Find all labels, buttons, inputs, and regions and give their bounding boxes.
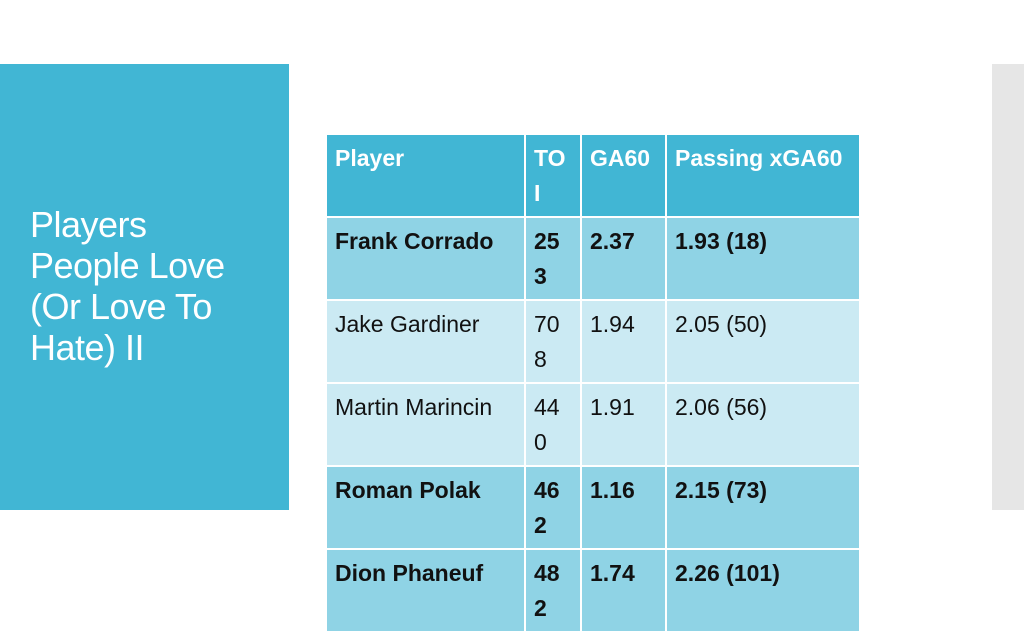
title-line: Hate) II <box>30 327 145 368</box>
table-row: Roman Polak 462 1.16 2.15 (73) <box>325 465 861 550</box>
table-row: Martin Marincin 440 1.91 2.06 (56) <box>325 382 861 467</box>
title-line: (Or Love To <box>30 286 212 327</box>
cell: 2.05 (50) <box>665 299 861 384</box>
cell: 462 <box>524 465 582 550</box>
column-header: Passing xGA60 <box>665 133 861 218</box>
cell: Roman Polak <box>325 465 526 550</box>
cell: 708 <box>524 299 582 384</box>
cell: 1.94 <box>580 299 667 384</box>
title-line: People Love <box>30 245 225 286</box>
cell: 1.91 <box>580 382 667 467</box>
table-row: Frank Corrado 253 2.37 1.93 (18) <box>325 216 861 301</box>
header-row: Player TOI GA60 Passing xGA60 <box>325 133 861 218</box>
cell: Dion Phaneuf <box>325 548 526 633</box>
cell: 2.06 (56) <box>665 382 861 467</box>
cell: 2.37 <box>580 216 667 301</box>
cell: 253 <box>524 216 582 301</box>
cell: 2.26 (101) <box>665 548 861 633</box>
cell: 1.93 (18) <box>665 216 861 301</box>
cell: 440 <box>524 382 582 467</box>
slide-title: Players People Love (Or Love To Hate) II <box>30 204 225 368</box>
title-panel <box>0 64 289 510</box>
cell: 1.74 <box>580 548 667 633</box>
slide: Players People Love (Or Love To Hate) II… <box>0 64 1024 633</box>
table-row: Dion Phaneuf 482 1.74 2.26 (101) <box>325 548 861 633</box>
column-header: TOI <box>524 133 582 218</box>
cell: Jake Gardiner <box>325 299 526 384</box>
table-row: Jake Gardiner 708 1.94 2.05 (50) <box>325 299 861 384</box>
cell: 1.16 <box>580 465 667 550</box>
cell: Frank Corrado <box>325 216 526 301</box>
stats-table: Player TOI GA60 Passing xGA60 Frank Corr… <box>325 133 861 633</box>
column-header: GA60 <box>580 133 667 218</box>
cell: 2.15 (73) <box>665 465 861 550</box>
title-line: Players <box>30 204 147 245</box>
cell: Martin Marincin <box>325 382 526 467</box>
column-header: Player <box>325 133 526 218</box>
side-strip <box>992 64 1024 510</box>
cell: 482 <box>524 548 582 633</box>
